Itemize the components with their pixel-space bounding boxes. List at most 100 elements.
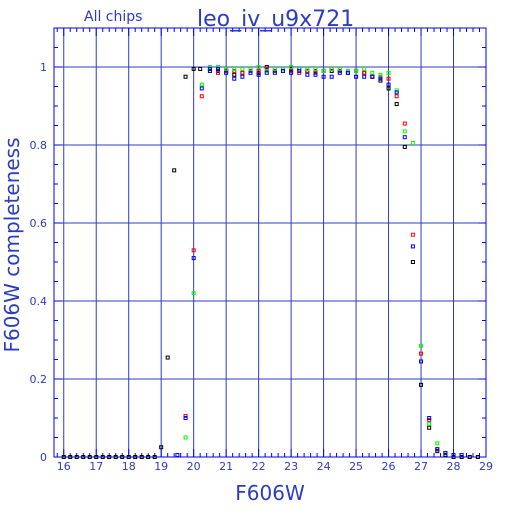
data-point: [419, 351, 424, 356]
x-tick-label: 23: [284, 460, 298, 473]
data-point: [419, 359, 424, 364]
data-point: [419, 343, 424, 348]
data-point: [386, 70, 391, 75]
data-point: [475, 455, 480, 459]
data-point: [139, 455, 144, 459]
x-tick-label: 18: [122, 460, 136, 473]
data-point: [419, 382, 424, 387]
y-tick-label: 1: [40, 61, 47, 74]
data-point: [370, 70, 375, 75]
data-point: [183, 435, 188, 440]
x-tick-label: 24: [317, 460, 331, 473]
data-point: [232, 76, 237, 81]
grid: [54, 28, 486, 457]
x-tick-label: 26: [382, 460, 396, 473]
x-tick-label: 25: [349, 460, 363, 473]
data-point: [394, 102, 399, 107]
data-point: [402, 121, 407, 126]
data-point: [467, 455, 472, 459]
data-point: [337, 66, 342, 71]
data-point: [362, 74, 367, 79]
data-point: [305, 66, 310, 71]
data-point: [198, 66, 203, 71]
data-point: [248, 70, 253, 75]
x-tick-label: 21: [219, 460, 233, 473]
data-point: [427, 421, 432, 426]
data-point: [199, 94, 204, 99]
data-point: [216, 66, 221, 71]
data-point: [272, 66, 277, 71]
data-point: [199, 82, 204, 87]
x-axis-label: F606W: [235, 481, 305, 505]
data-point: [232, 66, 237, 71]
data-point: [240, 66, 245, 71]
data-point: [313, 72, 318, 77]
data-point: [402, 144, 407, 149]
data-point: [107, 455, 112, 459]
data-point: [74, 455, 79, 459]
y-axis-label: F606W completeness: [0, 137, 24, 352]
data-point: [410, 232, 415, 237]
x-tick-label: 20: [187, 460, 201, 473]
x-tick-label: 28: [447, 460, 461, 473]
data-point: [113, 455, 118, 459]
data-point: [191, 291, 196, 296]
data-point: [256, 72, 261, 77]
data-point: [354, 74, 359, 79]
data-point: [240, 74, 245, 79]
data-point: [378, 76, 383, 81]
data-point: [207, 66, 212, 71]
data-point: [183, 74, 188, 79]
data-point: [272, 70, 277, 75]
data-point: [337, 70, 342, 75]
chart-title: leo_iv_u9x721: [197, 7, 354, 32]
data-point: [172, 168, 177, 173]
data-point: [191, 66, 196, 71]
data-point: [175, 453, 180, 458]
data-point: [329, 66, 334, 71]
data-point: [459, 453, 464, 458]
data-point: [248, 66, 253, 71]
data-point: [410, 244, 415, 249]
y-tick-label: 0.2: [30, 373, 48, 386]
data-point: [354, 68, 359, 73]
data-point: [443, 451, 448, 456]
data-point: [289, 70, 294, 75]
data-point: [256, 65, 261, 69]
y-tick-label: 0.6: [30, 217, 48, 230]
x-tick-label: 22: [252, 460, 266, 473]
data-point: [159, 445, 164, 450]
data-point: [427, 416, 432, 420]
data-point: [224, 70, 229, 75]
data-point: [410, 260, 415, 264]
data-point: [402, 129, 407, 134]
data-point: [133, 455, 138, 459]
data-point: [427, 425, 432, 430]
y-tick-label: 0: [40, 451, 47, 464]
data-points: [61, 65, 480, 459]
axis-ticks: [54, 27, 487, 458]
data-point: [345, 70, 350, 75]
data-point: [289, 65, 294, 69]
data-point: [120, 455, 125, 459]
chart-subtitle: All chips: [84, 9, 142, 25]
data-point: [256, 68, 261, 73]
data-point: [280, 68, 285, 73]
data-point: [264, 70, 269, 75]
data-point: [329, 74, 334, 79]
data-point: [191, 248, 196, 253]
x-tick-label: 29: [479, 460, 493, 473]
x-tick-label: 16: [57, 460, 71, 473]
data-point: [451, 453, 456, 458]
data-point: [224, 66, 229, 71]
data-point: [370, 74, 375, 79]
data-point: [313, 66, 318, 71]
data-point: [435, 447, 440, 452]
data-point: [402, 135, 407, 140]
data-point: [199, 86, 204, 91]
data-point: [362, 70, 367, 75]
x-tick-label: 27: [414, 460, 428, 473]
data-point: [191, 256, 196, 261]
